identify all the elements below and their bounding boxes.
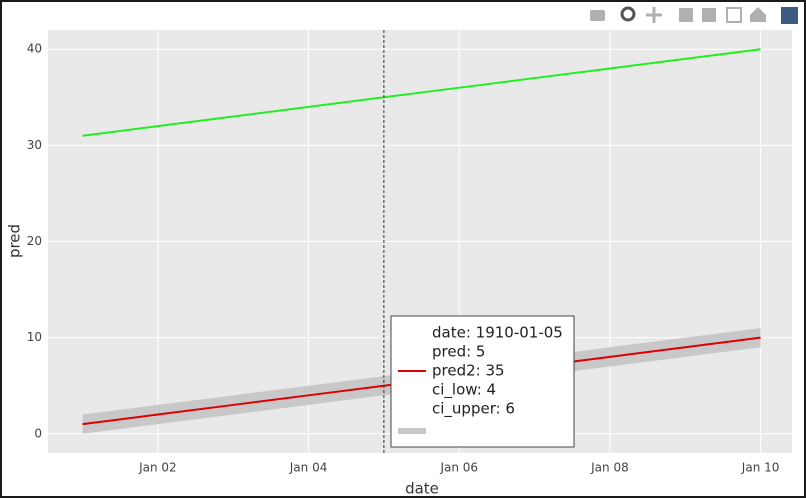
tooltip-line: ci_low: 4 bbox=[432, 381, 496, 400]
y-tick-label: 20 bbox=[27, 234, 42, 248]
x-axis-title: date bbox=[405, 480, 439, 498]
tooltip-line: pred2: 35 bbox=[432, 362, 505, 380]
zoom-icon[interactable] bbox=[620, 6, 636, 22]
modebar bbox=[590, 6, 798, 24]
tooltip-line: date: 1910-01-05 bbox=[432, 324, 563, 342]
tooltip-line: ci_upper: 6 bbox=[432, 400, 515, 419]
zoom-in-icon[interactable] bbox=[679, 8, 693, 22]
series-line bbox=[82, 48, 761, 137]
x-tick-label: Jan 10 bbox=[741, 461, 780, 475]
pan-icon[interactable] bbox=[646, 7, 662, 23]
x-tick-label: Jan 06 bbox=[439, 461, 478, 475]
y-tick-label: 0 bbox=[34, 426, 42, 440]
camera-icon[interactable] bbox=[590, 10, 605, 21]
reset-icon[interactable] bbox=[750, 7, 766, 22]
tooltip-line: pred: 5 bbox=[432, 343, 485, 361]
x-tick-label: Jan 08 bbox=[590, 461, 629, 475]
tooltip-box bbox=[390, 315, 575, 448]
zoom-out-icon[interactable] bbox=[702, 8, 716, 22]
plotly-logo[interactable] bbox=[781, 7, 798, 24]
y-tick-label: 10 bbox=[27, 330, 42, 344]
y-tick-label: 40 bbox=[27, 42, 42, 56]
x-tick-label: Jan 02 bbox=[138, 461, 177, 475]
y-axis-title: pred bbox=[6, 224, 24, 258]
autoscale-icon[interactable] bbox=[726, 7, 742, 23]
x-tick-label: Jan 04 bbox=[289, 461, 328, 475]
y-tick-label: 30 bbox=[27, 138, 42, 152]
